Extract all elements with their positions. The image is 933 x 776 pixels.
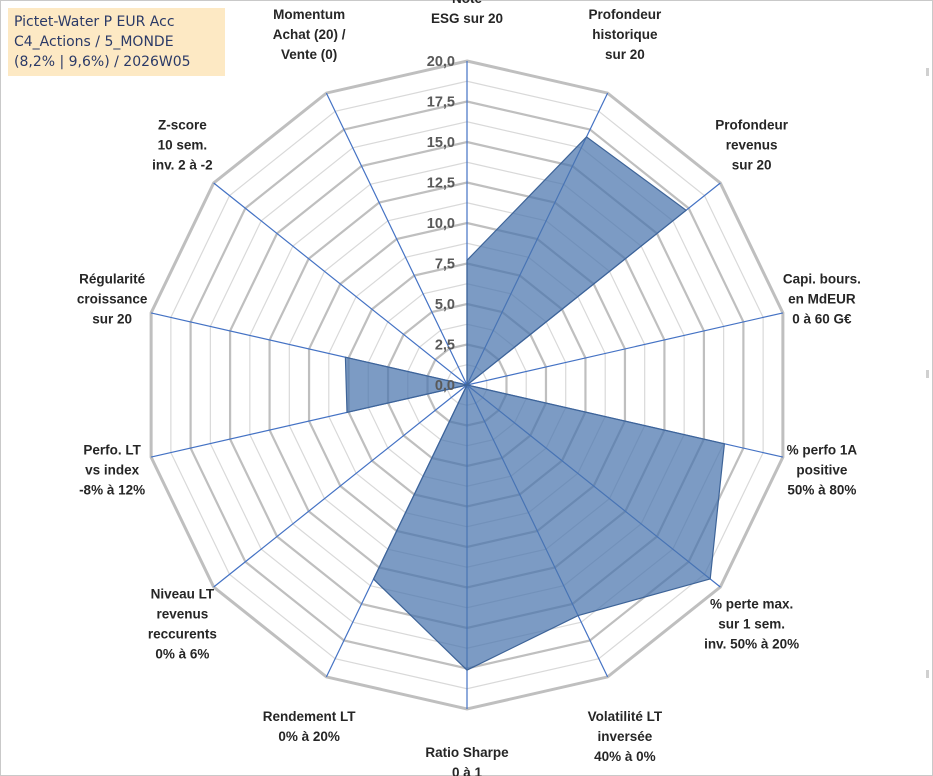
axis-spoke [325,92,468,386]
axis-label-line: Note [452,0,482,6]
fund-info-box: Pictet-Water P EUR Acc C4_Actions / 5_MO… [8,8,225,76]
axis-label-line: 0% à 20% [278,729,340,744]
axis-label-line: Perfo. LT [83,442,141,457]
scroll-marker [926,670,929,678]
radial-tick-labels: 0,0 2,5 5,0 7,5 10,0 12,5 15,0 17,5 20,0 [427,54,455,394]
axis-label: Note ESG sur 20 [431,0,503,26]
axis-label-line: reccurents [148,626,217,641]
axis-label-line: 0 à 1 [452,765,483,776]
axis-label-line: historique [592,27,658,42]
axis-label-line: positive [796,462,848,477]
axis-label-line: Ratio Sharpe [425,745,509,760]
fund-category: C4_Actions / 5_MONDE [14,34,174,50]
axis-label-line: sur 1 sem. [718,616,785,631]
axis-label-line: sur 20 [92,312,132,327]
axis-label: Profondeur historique sur 20 [589,7,662,62]
axis-label: Rendement LT 0% à 20% [263,709,357,744]
axis-label-line: Régularité [79,272,146,287]
axis-label: Perfo. LT vs index -8% à 12% [79,442,145,497]
axis-label: Profondeur revenus sur 20 [715,118,788,173]
axis-label-line: Profondeur [589,7,662,22]
axis-label-line: inversée [598,729,653,744]
axis-label-line: revenus [726,138,778,153]
axis-labels: Note ESG sur 20 Profondeur historique sur 20… [77,0,861,776]
axis-label-line: sur 20 [732,158,772,173]
tick-label: 10,0 [427,216,455,232]
axis-label: Régularité croissance sur 20 [77,272,148,327]
axis-label-line: sur 20 [605,47,645,62]
axis-label-line: Profondeur [715,118,788,133]
axis-label-line: inv. 2 à -2 [152,158,213,173]
axis-label-line: -8% à 12% [79,482,145,497]
axis-label-line: Achat (20) / [273,27,346,42]
axis-label: Momentum Achat (20) / Vente (0) [273,7,346,62]
axis-label-line: 50% à 80% [787,482,856,497]
axis-label-line: ESG sur 20 [431,11,503,26]
axis-label-line: revenus [157,606,209,621]
axis-label-line: Niveau LT [151,586,215,601]
tick-label: 2,5 [435,338,455,354]
axis-label-line: croissance [77,292,148,307]
axis-label-line: 10 sem. [158,138,208,153]
tick-label: 7,5 [435,257,455,273]
axis-label-line: 0% à 6% [155,646,209,661]
axis-label-line: Capi. bours. [783,272,861,287]
tick-label: 12,5 [427,176,455,192]
axis-label-line: Momentum [273,7,345,22]
axis-label: Niveau LT revenus reccurents 0% à 6% [148,586,217,661]
tick-label: 17,5 [427,95,455,111]
axis-label: Volatilité LT inversée 40% à 0% [588,709,663,764]
axis-label: Ratio Sharpe 0 à 1 [425,745,509,776]
axis-label-line: Rendement LT [263,709,357,724]
axis-label-line: % perte max. [710,596,793,611]
axis-label: Z-score 10 sem. inv. 2 à -2 [152,118,213,173]
axis-spoke [466,312,784,386]
tick-label: 15,0 [427,135,455,151]
tick-label: 20,0 [427,54,455,70]
axis-label: % perte max. sur 1 sem. inv. 50% à 20% [704,596,799,651]
axis-label-line: inv. 50% à 20% [704,636,799,651]
fund-stats: (8,2% | 9,6%) / 2026W05 [14,54,191,70]
series-area [344,136,726,671]
tick-label: 5,0 [435,297,455,313]
axis-label-line: Vente (0) [281,47,337,62]
tick-label: 0,0 [435,378,455,394]
axis-label-line: Z-score [158,118,207,133]
axis-spoke [213,384,468,588]
fund-name: Pictet-Water P EUR Acc [14,14,175,30]
axis-spoke [213,182,468,386]
data-series [344,136,726,671]
axis-label-line: vs index [85,462,140,477]
axis-label-line: % perfo 1A [787,442,858,457]
axis-label-line: 0 à 60 G€ [792,312,852,327]
scroll-marker [926,370,929,378]
axis-label-line: 40% à 0% [594,749,656,764]
axis-label: Capi. bours. en MdEUR 0 à 60 G€ [783,272,861,327]
axis-label-line: en MdEUR [788,292,856,307]
axis-label-line: Volatilité LT [588,709,663,724]
axis-label: % perfo 1A positive 50% à 80% [787,442,858,497]
scroll-marker [926,68,929,76]
